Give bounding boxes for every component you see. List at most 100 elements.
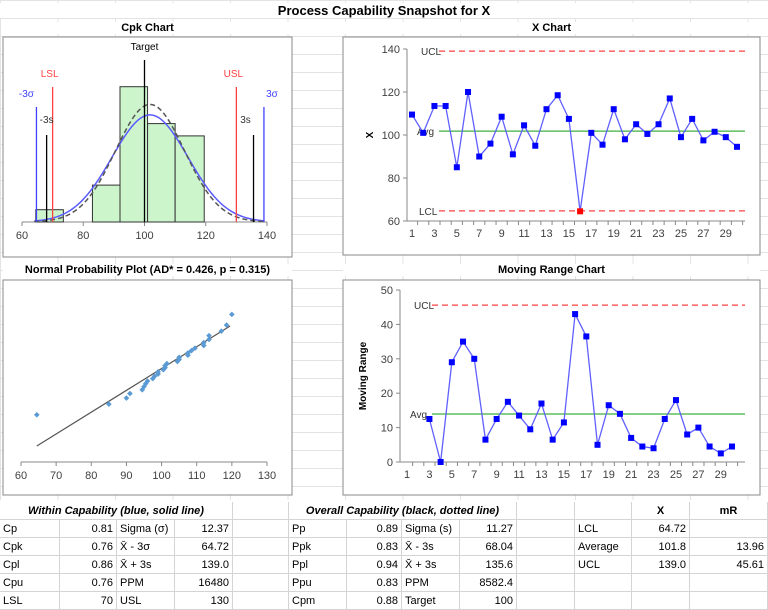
mr-data-point (493, 416, 500, 422)
mr-x-tick-label: 19 (603, 469, 615, 481)
mr-data-point (516, 412, 523, 419)
x-x-tick-label: 19 (608, 228, 620, 240)
x-y-tick-label: 140 (382, 44, 400, 56)
x-data-point (666, 95, 673, 102)
within-cell: 12.37 (175, 520, 233, 538)
blank (517, 574, 575, 592)
np-fit-line (36, 325, 231, 447)
mr-data-point (594, 441, 601, 448)
mr-data-point (684, 431, 691, 438)
overall-cell: 0.94 (347, 556, 402, 574)
within-cell: 0.81 (60, 520, 117, 538)
overall-header: Overall Capability (black, dotted line) (289, 502, 517, 520)
blank (690, 574, 768, 592)
x-data-point (621, 136, 628, 143)
np-x-tick-label: 70 (50, 470, 62, 482)
mr-x-tick-label: 5 (449, 469, 455, 481)
x-x-tick-label: 25 (675, 228, 687, 240)
mr-y-tick-label: 30 (381, 354, 393, 366)
blank (690, 592, 768, 610)
x-x-tick-label: 3 (431, 228, 437, 240)
np-data-point (192, 345, 198, 351)
x-data-point (677, 134, 684, 141)
mr-ucl-label: UCL (414, 301, 434, 312)
x-tick-label: 60 (16, 230, 28, 242)
overall-cell: 11.27 (460, 520, 517, 538)
mr-x-tick-label: 3 (426, 469, 432, 481)
np-data-point (185, 350, 191, 356)
blank (233, 556, 289, 574)
mr-y-tick-label: 10 (381, 423, 393, 435)
blank (233, 592, 289, 610)
np-data-point (164, 360, 170, 367)
mr-y-tick-label: 20 (381, 388, 393, 400)
x-data-point (453, 164, 460, 171)
x-data-point (577, 208, 584, 215)
spec-label: -3σ (19, 89, 35, 100)
within-cell: 139.0 (175, 556, 233, 574)
x-x-tick-label: 9 (499, 228, 505, 240)
mr-data-point (504, 398, 511, 405)
mr-data-point (729, 443, 735, 450)
mr-data-point (538, 400, 545, 407)
np-data-point (206, 332, 212, 339)
mr-data-point (583, 333, 590, 340)
blank (517, 592, 575, 610)
np-data-point (188, 347, 195, 354)
mr-x-tick-label: 25 (670, 469, 682, 481)
within-cell: USL (117, 592, 175, 610)
spec-label: 3σ (266, 89, 279, 100)
np-data-point (127, 390, 133, 397)
x-chart-title: X Chart (343, 22, 760, 34)
limits-cell (690, 520, 768, 538)
overall-cell: Ppl (289, 556, 347, 574)
normal-plot-title: Normal Probability Plot (AD* = 0.426, p … (3, 264, 292, 276)
np-x-tick-label: 80 (85, 470, 97, 482)
overall-cell: PPM (402, 574, 460, 592)
spec-label: LSL (41, 69, 59, 80)
x-data-point (498, 113, 505, 120)
within-cell: X̄ - 3σ (117, 538, 175, 556)
x-x-tick-label: 21 (630, 228, 642, 240)
x-x-tick-label: 1 (409, 228, 415, 240)
chart-panel-1 (342, 36, 761, 256)
mr-data-point (616, 410, 623, 417)
x-data-point (565, 115, 572, 122)
x-x-tick-label: 5 (454, 228, 460, 240)
overall-cell: Cpm (289, 592, 347, 610)
blank (575, 592, 632, 610)
mr-x-tick-label: 21 (625, 469, 637, 481)
np-x-tick-label: 60 (15, 470, 27, 482)
mr-data-point (672, 397, 679, 404)
limits-cell: LCL (575, 520, 632, 538)
x-data-point (532, 142, 539, 149)
mr-x-tick-label: 27 (692, 469, 704, 481)
within-header: Within Capability (blue, solid line) (0, 502, 233, 520)
x-data-point (644, 130, 651, 137)
limits-cell: 64.72 (632, 520, 690, 538)
np-data-point (200, 339, 207, 346)
mr-header: mR (690, 502, 768, 520)
overall-cell: 8582.4 (460, 574, 517, 592)
np-data-point (123, 395, 130, 401)
blank (575, 502, 632, 520)
mr-x-tick-label: 17 (580, 469, 592, 481)
mr-data-point (572, 311, 579, 318)
mr-data-point (695, 424, 702, 431)
mr-data-point (639, 443, 646, 450)
within-normal-curve (34, 114, 265, 222)
capability-table: Within Capability (blue, solid line) Over… (0, 500, 768, 610)
blank (575, 574, 632, 592)
x-data-point (689, 115, 696, 122)
np-data-point (144, 378, 151, 384)
within-cell: X̄ + 3s (117, 556, 175, 574)
x-data-point (599, 141, 606, 148)
within-cell: LSL (0, 592, 60, 610)
overall-cell: 0.83 (347, 538, 402, 556)
within-cell: 0.76 (60, 538, 117, 556)
overall-cell: 0.88 (347, 592, 402, 610)
mr-x-tick-label: 9 (494, 469, 500, 481)
x-x-tick-label: 15 (563, 228, 575, 240)
x-lcl-label: LCL (419, 207, 438, 218)
x-y-tick-label: 60 (388, 216, 400, 228)
